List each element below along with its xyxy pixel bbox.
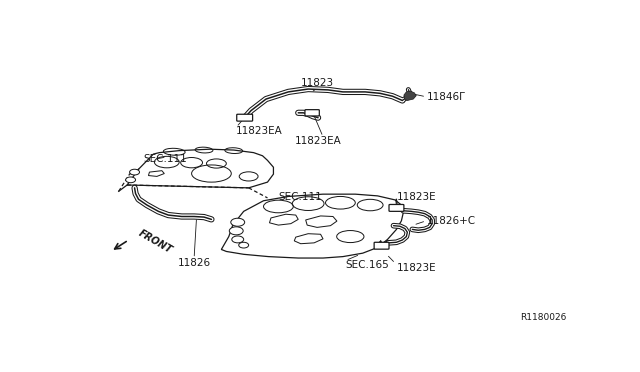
Text: SEC.165: SEC.165	[346, 260, 389, 270]
Polygon shape	[404, 91, 416, 100]
Text: SEC.111: SEC.111	[278, 192, 322, 202]
Polygon shape	[127, 149, 273, 188]
FancyBboxPatch shape	[305, 110, 319, 116]
FancyBboxPatch shape	[374, 242, 389, 249]
Circle shape	[229, 227, 243, 235]
Text: 11823EA: 11823EA	[294, 136, 342, 146]
Text: 11826+C: 11826+C	[428, 216, 476, 226]
Text: FRONT: FRONT	[137, 228, 174, 255]
Circle shape	[231, 218, 244, 226]
Polygon shape	[221, 194, 403, 258]
Circle shape	[125, 177, 136, 183]
Text: SEC.111: SEC.111	[143, 154, 188, 164]
Circle shape	[239, 242, 249, 248]
Circle shape	[129, 169, 140, 175]
Text: 11823: 11823	[301, 78, 333, 88]
Text: 11823EA: 11823EA	[236, 126, 283, 136]
Text: 11846Γ: 11846Γ	[428, 92, 466, 102]
FancyBboxPatch shape	[237, 114, 253, 121]
Text: 11826: 11826	[177, 258, 211, 268]
Text: 11823E: 11823E	[396, 192, 436, 202]
Text: R1180026: R1180026	[520, 314, 566, 323]
Circle shape	[232, 236, 244, 243]
FancyBboxPatch shape	[389, 205, 404, 211]
Text: 11823E: 11823E	[396, 263, 436, 273]
